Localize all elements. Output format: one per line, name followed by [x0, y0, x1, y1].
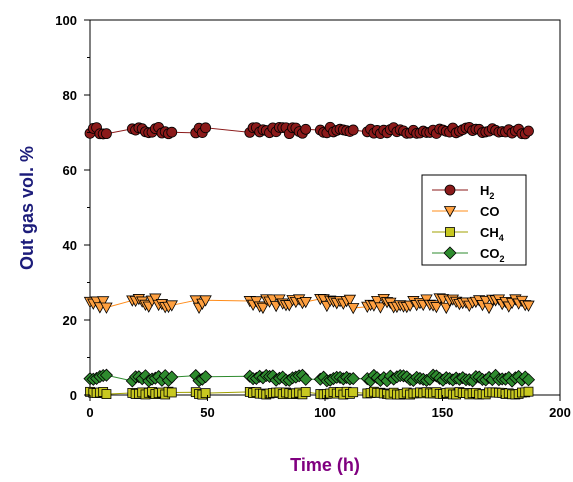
x-tick-label: 150: [432, 405, 454, 420]
x-tick-label: 100: [314, 405, 336, 420]
data-point: [200, 388, 211, 399]
data-point: [166, 126, 178, 138]
y-tick-label: 60: [63, 163, 77, 178]
y-tick-label: 80: [63, 88, 77, 103]
y-tick-label: 100: [55, 13, 77, 28]
data-point: [101, 128, 112, 140]
data-point: [347, 303, 360, 315]
data-point: [347, 124, 359, 136]
data-point: [165, 370, 179, 384]
legend: H2 CO CH4 CO2: [421, 174, 527, 266]
legend-marker: [444, 184, 456, 196]
x-tick-label: 50: [200, 405, 214, 420]
data-point: [299, 372, 313, 386]
x-tick-label: 200: [549, 405, 571, 420]
legend-marker: [443, 246, 457, 260]
legend-marker: [445, 227, 455, 237]
legend-label: CH4: [480, 225, 504, 243]
data-point: [166, 387, 177, 398]
legend-item-co: CO: [432, 204, 500, 219]
legend-label: CO2: [480, 246, 505, 264]
legend-label: H2: [480, 183, 494, 201]
y-axis-title: Out gas vol. %: [17, 146, 37, 270]
data-point: [370, 296, 384, 308]
legend-item-h2: H2: [432, 183, 494, 201]
data-point: [99, 368, 114, 382]
data-point: [96, 296, 110, 308]
data-point: [199, 295, 212, 307]
data-point: [165, 300, 178, 312]
data-point: [199, 370, 213, 384]
x-axis-title: Time (h): [290, 455, 360, 475]
series-co2: [83, 368, 536, 388]
series-co: [83, 293, 535, 315]
data-point: [482, 302, 496, 315]
legend-box: [421, 174, 527, 266]
x-tick-label: 0: [86, 405, 93, 420]
data-point: [300, 123, 312, 135]
data-point: [348, 387, 359, 398]
legend-marker: [443, 206, 457, 218]
data-point: [101, 389, 112, 399]
data-point: [522, 300, 535, 312]
data-point: [300, 387, 311, 397]
axis-ticks: 0 50 100 150 200 0 20 40 60 80 100: [55, 13, 571, 420]
data-point: [346, 371, 360, 386]
legend-label: CO: [480, 204, 500, 219]
data-marks: [83, 121, 536, 400]
y-tick-label: 0: [70, 388, 77, 403]
data-point: [200, 122, 212, 134]
data-point: [343, 294, 357, 307]
data-point: [299, 297, 312, 309]
data-point: [256, 302, 270, 315]
data-point: [430, 302, 443, 314]
y-tick-label: 20: [63, 313, 77, 328]
series-h2: [84, 121, 534, 140]
legend-item-co2: CO2: [432, 246, 505, 264]
data-point: [100, 302, 113, 314]
series-ch4: [85, 386, 534, 400]
data-point: [149, 293, 162, 305]
data-point: [521, 373, 536, 387]
data-point: [523, 125, 534, 137]
y-tick-label: 40: [63, 238, 77, 253]
data-point: [374, 302, 387, 314]
legend-item-ch4: CH4: [432, 225, 504, 243]
data-point: [523, 386, 534, 397]
